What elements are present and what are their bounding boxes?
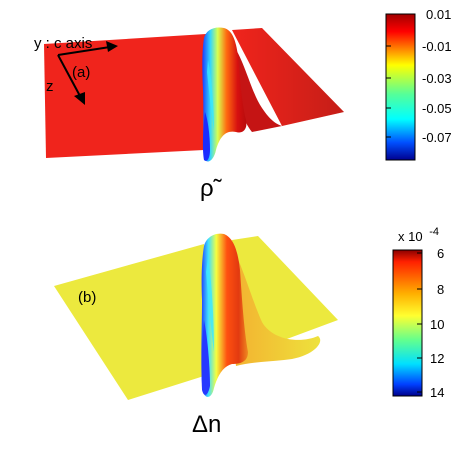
colorbar-a-tick: -0.01 <box>422 39 452 54</box>
panel-b: (b) Δn x 10 -4 6 8 10 12 14 <box>54 226 444 438</box>
colorbar-b-multiplier-exponent: -4 <box>429 226 439 238</box>
rho-tilde-symbol: ρ̃ <box>200 175 223 202</box>
colorbar-a-tick: -0.03 <box>422 71 452 86</box>
colorbar-b-tick: 10 <box>430 317 444 332</box>
panel-b-label: (b) <box>78 289 96 306</box>
colorbar-b-tick: 8 <box>437 282 444 297</box>
colorbar-b-tick: 12 <box>430 351 444 366</box>
colorbar-b-tick: 14 <box>430 385 444 400</box>
z-axis-label: z <box>46 78 54 95</box>
ridge-a <box>202 27 247 162</box>
delta-n-symbol: Δn <box>192 411 221 438</box>
y-axis-label: y : c axis <box>34 35 92 52</box>
panel-a-label: (a) <box>72 64 90 81</box>
trough-a-cyan <box>207 60 214 130</box>
colorbar-b <box>392 249 423 397</box>
colorbar-b-tick: 6 <box>437 246 444 261</box>
trough-b <box>201 320 210 395</box>
ridge-b <box>201 233 248 397</box>
colorbar-a-tick: -0.05 <box>422 101 452 116</box>
surface-b-left <box>54 244 204 400</box>
surface-a-left <box>44 34 206 158</box>
trough-b-cyan <box>206 258 214 352</box>
wave-tail-b <box>231 246 321 366</box>
surface-a-right-shade <box>232 28 344 126</box>
colorbar-a <box>385 13 416 161</box>
colorbar-a-tick: -0.07 <box>422 130 452 145</box>
colorbar-b-multiplier-base: x 10 <box>398 229 423 244</box>
axes-a <box>57 41 118 105</box>
colorbar-a-tick: 0.01 <box>426 7 451 22</box>
trough-a <box>202 112 210 161</box>
panel-a: y : c axis z (a) ρ̃ 0.01 -0.01 -0.03 -0.… <box>34 7 452 202</box>
colorbar-b-multiplier: x 10 -4 <box>398 226 439 244</box>
